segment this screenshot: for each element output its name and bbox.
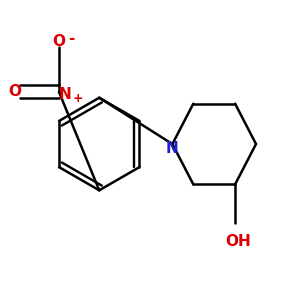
Text: -: - [68,32,75,46]
Text: N: N [58,87,71,102]
Text: OH: OH [225,234,251,249]
Text: O: O [52,34,65,50]
Text: +: + [72,92,83,105]
Text: N: N [166,141,179,156]
Text: O: O [8,84,22,99]
